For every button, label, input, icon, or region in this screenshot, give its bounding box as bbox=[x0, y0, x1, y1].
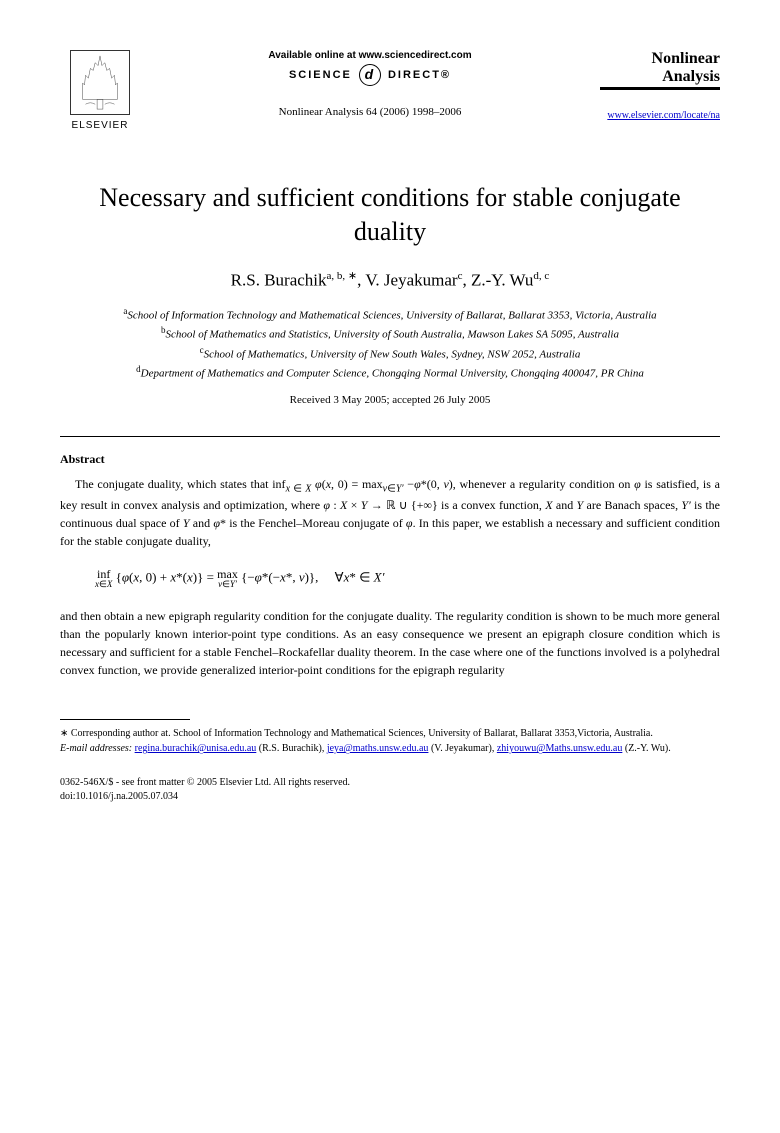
affiliation-a: School of Information Technology and Mat… bbox=[127, 310, 656, 322]
available-online-text: Available online at www.sciencedirect.co… bbox=[160, 50, 580, 61]
emails-label: E-mail addresses: bbox=[60, 743, 132, 754]
author-2-sup: c bbox=[458, 270, 463, 282]
sd-left: SCIENCE bbox=[289, 69, 352, 81]
copyright-line: 0362-546X/$ - see front matter © 2005 El… bbox=[60, 776, 720, 790]
center-header: Available online at www.sciencedirect.co… bbox=[140, 50, 600, 118]
author-1: R.S. Burachik bbox=[231, 270, 327, 289]
journal-link[interactable]: www.elsevier.com/locate/na bbox=[607, 110, 720, 121]
dates-line: Received 3 May 2005; accepted 26 July 20… bbox=[60, 394, 720, 406]
author-3: Z.-Y. Wu bbox=[471, 270, 533, 289]
email-3[interactable]: zhiyouwu@Maths.unsw.edu.au bbox=[497, 743, 623, 754]
affiliation-b: School of Mathematics and Statistics, Un… bbox=[166, 329, 619, 341]
author-1-sup: a, b, ∗ bbox=[327, 270, 358, 282]
journal-name: Nonlinear Analysis bbox=[600, 50, 720, 90]
abstract-p1: The conjugate duality, which states that… bbox=[60, 475, 720, 550]
author-2: V. Jeyakumar bbox=[365, 270, 457, 289]
abstract-p2: and then obtain a new epigraph regularit… bbox=[60, 607, 720, 679]
bottom-info: 0362-546X/$ - see front matter © 2005 El… bbox=[60, 776, 720, 804]
affiliations: aSchool of Information Technology and Ma… bbox=[60, 305, 720, 382]
citation-text: Nonlinear Analysis 64 (2006) 1998–2006 bbox=[160, 106, 580, 118]
elsevier-tree-icon bbox=[70, 50, 130, 115]
corresponding-author-note: ∗ Corresponding author at. School of Inf… bbox=[60, 726, 720, 741]
email-1-name: (R.S. Burachik), bbox=[259, 743, 325, 754]
author-3-sup: d, c bbox=[533, 270, 549, 282]
sd-right: DIRECT® bbox=[388, 69, 451, 81]
affiliation-c: School of Mathematics, University of New… bbox=[204, 348, 581, 360]
doi-line: doi:10.1016/j.na.2005.07.034 bbox=[60, 790, 720, 804]
authors-line: R.S. Burachika, b, ∗, V. Jeyakumarc, Z.-… bbox=[60, 269, 720, 291]
email-2[interactable]: jeya@maths.unsw.edu.au bbox=[327, 743, 429, 754]
abstract-equation: infx∈X {φ(x, 0) + x*(x)} = maxv∈Y′ {−φ*(… bbox=[95, 568, 720, 589]
sd-at-icon: d bbox=[359, 64, 381, 86]
affiliation-d: Department of Mathematics and Computer S… bbox=[141, 367, 644, 379]
header-row: ELSEVIER Available online at www.science… bbox=[60, 50, 720, 131]
abstract-heading: Abstract bbox=[60, 452, 720, 467]
email-1[interactable]: regina.burachik@unisa.edu.au bbox=[135, 743, 257, 754]
email-3-name: (Z.-Y. Wu). bbox=[625, 743, 671, 754]
paper-title: Necessary and sufficient conditions for … bbox=[60, 181, 720, 249]
publisher-logo: ELSEVIER bbox=[60, 50, 140, 131]
journal-box: Nonlinear Analysis www.elsevier.com/loca… bbox=[600, 50, 720, 123]
email-line: E-mail addresses: regina.burachik@unisa.… bbox=[60, 741, 720, 756]
divider-top bbox=[60, 436, 720, 437]
publisher-name: ELSEVIER bbox=[72, 120, 129, 131]
science-direct-logo: SCIENCE d DIRECT® bbox=[160, 64, 580, 86]
email-2-name: (V. Jeyakumar), bbox=[431, 743, 494, 754]
footnote-divider bbox=[60, 719, 190, 720]
footnotes: ∗ Corresponding author at. School of Inf… bbox=[60, 726, 720, 756]
